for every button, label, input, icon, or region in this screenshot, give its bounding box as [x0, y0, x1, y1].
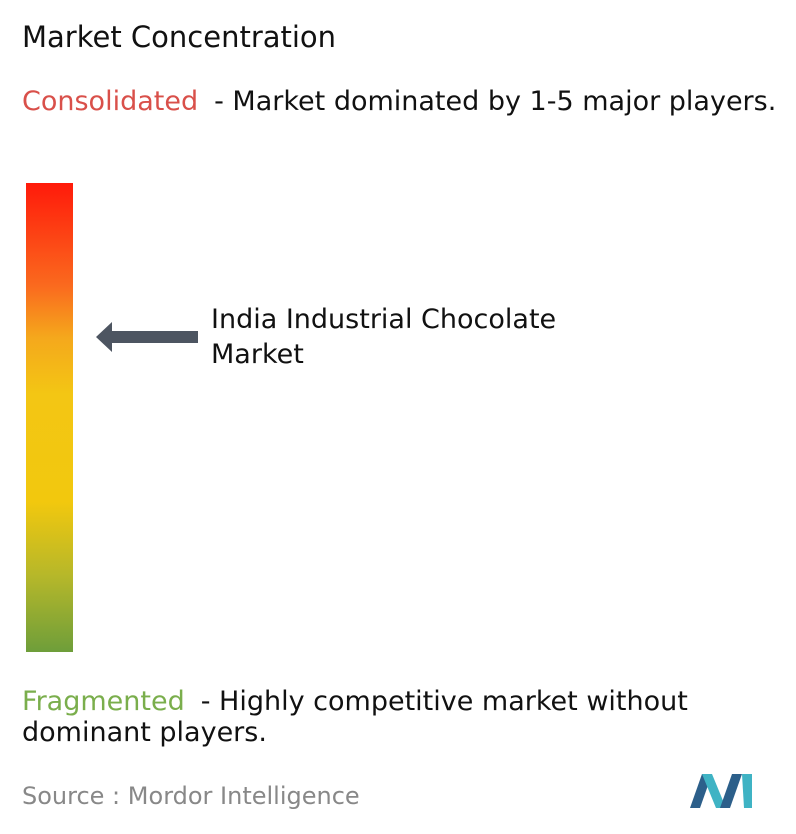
fragmented-description: - Highly competitive market without domi…: [22, 686, 688, 748]
logo: [690, 774, 752, 808]
arrow: [96, 322, 198, 352]
logo-part: [742, 774, 752, 808]
source-label: Source :: [22, 782, 121, 810]
source-name: Mordor Intelligence: [127, 782, 360, 810]
consolidated-label: Consolidated: [22, 86, 199, 117]
fragmented-label: Fragmented: [22, 686, 185, 717]
market-label: India Industrial Chocolate Market: [211, 304, 557, 370]
arrow-shape: [96, 322, 198, 352]
logo-part: [702, 774, 726, 808]
title: Market Concentration: [22, 20, 337, 54]
source: Source : Mordor Intelligence: [22, 782, 360, 810]
consolidated-row: Consolidated - Market dominated by 1-5 ma…: [22, 86, 792, 117]
logo-part: [720, 774, 742, 808]
fragmented-row: Fragmented - Highly competitive market wi…: [22, 686, 792, 748]
consolidated-description: - Market dominated by 1-5 major players.: [214, 86, 777, 117]
concentration-gradient: [26, 183, 73, 652]
